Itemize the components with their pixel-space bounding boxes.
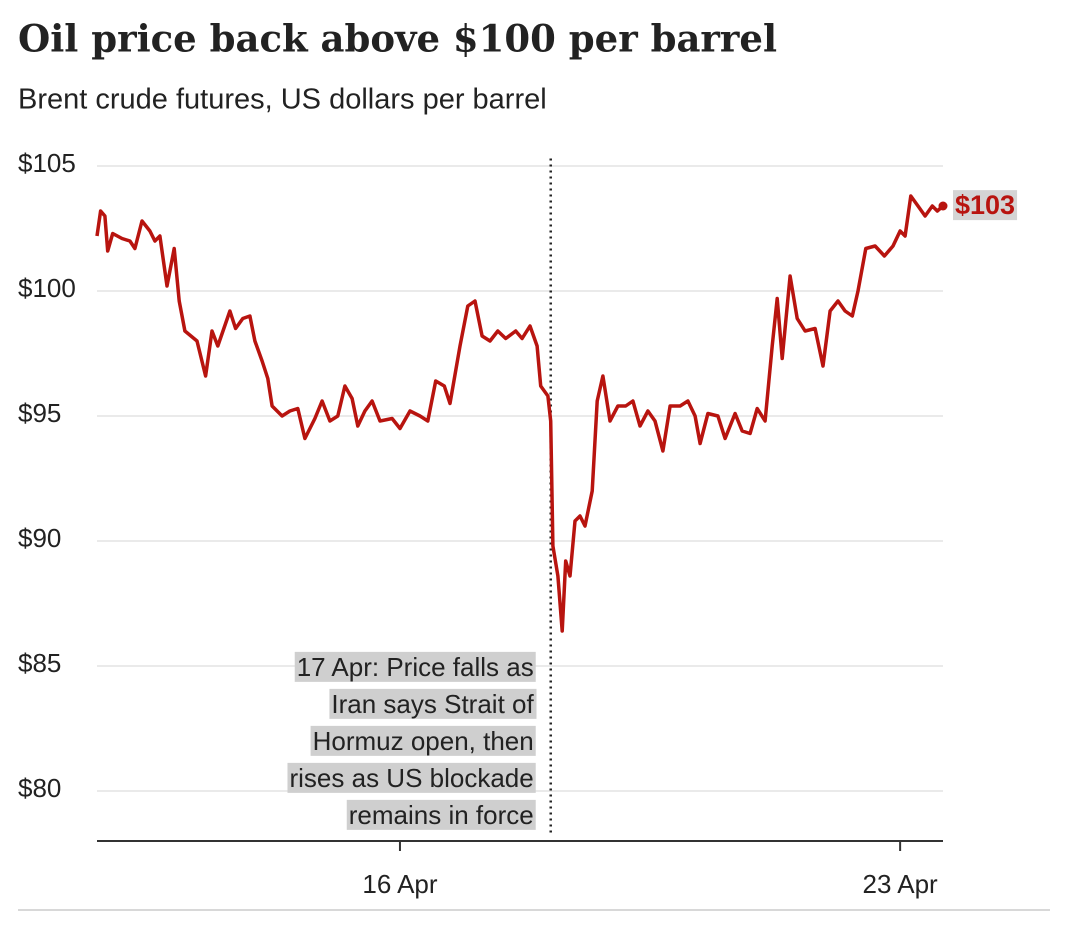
y-tick-label: $95 <box>18 398 61 428</box>
annotation-text: remains in force <box>349 800 534 830</box>
annotation-text: Hormuz open, then <box>313 726 534 756</box>
chart-title: Oil price back above $100 per barrel <box>18 17 777 61</box>
end-label-bg <box>953 190 1018 221</box>
annotation-bg <box>329 688 537 719</box>
end-dot <box>938 201 948 211</box>
annotation-bg <box>310 725 536 756</box>
annotation-text: Iran says Strait of <box>331 689 534 719</box>
y-tick-label: $80 <box>18 773 61 803</box>
annotation-bg <box>294 651 536 682</box>
x-tick-label: 23 Apr <box>863 869 939 899</box>
price-line <box>95 194 945 633</box>
y-tick-label: $85 <box>18 648 61 678</box>
end-label: $103 <box>955 190 1015 220</box>
annotation-bg <box>346 799 536 830</box>
x-tick-label: 16 Apr <box>362 869 438 899</box>
annotation-bg <box>287 762 536 793</box>
annotation-text: 17 Apr: Price falls as <box>297 652 534 682</box>
chart-subtitle: Brent crude futures, US dollars per barr… <box>18 84 547 116</box>
y-tick-label: $105 <box>18 148 76 178</box>
y-tick-label: $100 <box>18 273 76 303</box>
annotation-text: rises as US blockade <box>289 763 533 793</box>
annotation: 17 Apr: Price falls as Iran says Strait o… <box>287 651 537 830</box>
y-tick-label: $90 <box>18 523 61 553</box>
